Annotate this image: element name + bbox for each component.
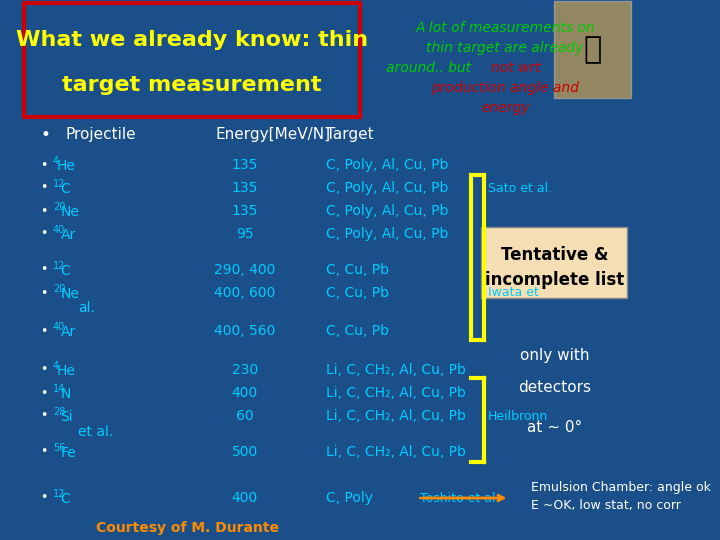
Text: Fe: Fe xyxy=(60,446,76,460)
FancyBboxPatch shape xyxy=(24,3,360,117)
Text: 290, 400: 290, 400 xyxy=(214,263,276,277)
Text: 230: 230 xyxy=(232,363,258,377)
Text: only with: only with xyxy=(520,348,590,363)
Text: 500: 500 xyxy=(232,445,258,459)
Text: around.. but: around.. but xyxy=(386,61,475,75)
Text: 95: 95 xyxy=(236,227,253,241)
Text: C, Poly: C, Poly xyxy=(326,491,373,505)
Text: Li, C, CH₂, Al, Cu, Pb: Li, C, CH₂, Al, Cu, Pb xyxy=(326,409,466,423)
Text: incomplete list: incomplete list xyxy=(485,271,624,289)
Text: •: • xyxy=(40,181,48,194)
Text: 40: 40 xyxy=(53,225,65,235)
Text: 12: 12 xyxy=(53,179,66,189)
Text: •: • xyxy=(40,409,48,422)
Text: energy: energy xyxy=(481,101,529,115)
Text: 14: 14 xyxy=(53,384,65,394)
Text: C: C xyxy=(60,182,71,196)
Text: Energy[MeV/N]: Energy[MeV/N] xyxy=(215,127,330,143)
Text: Target: Target xyxy=(326,127,374,143)
Text: 400: 400 xyxy=(232,386,258,400)
Text: A lot of measurements on: A lot of measurements on xyxy=(415,21,595,35)
Text: He: He xyxy=(57,159,76,173)
Text: 135: 135 xyxy=(232,158,258,172)
FancyBboxPatch shape xyxy=(554,1,631,98)
Text: C, Cu, Pb: C, Cu, Pb xyxy=(326,263,389,277)
Text: Li, C, CH₂, Al, Cu, Pb: Li, C, CH₂, Al, Cu, Pb xyxy=(326,445,466,459)
Text: C, Poly, Al, Cu, Pb: C, Poly, Al, Cu, Pb xyxy=(326,204,449,218)
Text: Sato et al.: Sato et al. xyxy=(488,181,552,194)
Text: •: • xyxy=(40,287,48,300)
Text: •: • xyxy=(40,446,48,458)
Text: •: • xyxy=(40,159,48,172)
Text: •: • xyxy=(40,387,48,400)
Text: •: • xyxy=(40,227,48,240)
Text: N: N xyxy=(60,387,71,401)
Text: C, Poly, Al, Cu, Pb: C, Poly, Al, Cu, Pb xyxy=(326,227,449,241)
Text: 56: 56 xyxy=(53,443,66,453)
Text: et al.: et al. xyxy=(78,425,114,439)
Text: 60: 60 xyxy=(236,409,253,423)
Text: 20: 20 xyxy=(53,202,66,212)
Text: •: • xyxy=(40,264,48,276)
Text: C, Poly, Al, Cu, Pb: C, Poly, Al, Cu, Pb xyxy=(326,181,449,195)
Text: What we already know: thin: What we already know: thin xyxy=(16,30,368,50)
Text: C, Poly, Al, Cu, Pb: C, Poly, Al, Cu, Pb xyxy=(326,158,449,172)
Text: production angle and: production angle and xyxy=(431,81,579,95)
Text: 135: 135 xyxy=(232,181,258,195)
Text: C: C xyxy=(60,264,71,278)
Text: Emulsion Chamber: angle ok: Emulsion Chamber: angle ok xyxy=(531,482,711,495)
Text: •: • xyxy=(40,126,50,144)
Text: 20: 20 xyxy=(53,284,66,294)
Text: 400: 400 xyxy=(232,491,258,505)
Text: Li, C, CH₂, Al, Cu, Pb: Li, C, CH₂, Al, Cu, Pb xyxy=(326,386,466,400)
Text: •: • xyxy=(40,325,48,338)
Text: Iwata et: Iwata et xyxy=(488,287,539,300)
Text: C, Cu, Pb: C, Cu, Pb xyxy=(326,324,389,338)
Text: at ~ 0°: at ~ 0° xyxy=(527,420,582,435)
Text: 🎨: 🎨 xyxy=(583,36,601,64)
Text: 12: 12 xyxy=(53,261,66,271)
Text: 400, 600: 400, 600 xyxy=(214,286,276,300)
Text: •: • xyxy=(40,205,48,218)
Text: detectors: detectors xyxy=(518,380,591,395)
Text: Li, C, CH₂, Al, Cu, Pb: Li, C, CH₂, Al, Cu, Pb xyxy=(326,363,466,377)
Text: E ~OK, low stat, no corr: E ~OK, low stat, no corr xyxy=(531,500,680,512)
Text: 40: 40 xyxy=(53,322,65,332)
Text: 400, 560: 400, 560 xyxy=(214,324,276,338)
Text: 4: 4 xyxy=(53,361,59,371)
Text: 135: 135 xyxy=(232,204,258,218)
Text: Projectile: Projectile xyxy=(66,127,136,143)
Text: Heilbronn: Heilbronn xyxy=(488,409,549,422)
Text: not wrt: not wrt xyxy=(492,61,541,75)
Text: Ne: Ne xyxy=(60,205,79,219)
Text: 28: 28 xyxy=(53,407,66,417)
Text: He: He xyxy=(57,364,76,378)
Text: Courtesy of M. Durante: Courtesy of M. Durante xyxy=(96,521,279,535)
Text: C, Cu, Pb: C, Cu, Pb xyxy=(326,286,389,300)
Text: target measurement: target measurement xyxy=(62,75,322,95)
Text: thin target are already: thin target are already xyxy=(426,41,584,55)
Text: Si: Si xyxy=(60,410,73,424)
Text: 4: 4 xyxy=(53,156,59,166)
Text: Toshito et al.: Toshito et al. xyxy=(420,491,499,504)
Text: al.: al. xyxy=(78,301,95,315)
Text: Ar: Ar xyxy=(60,228,76,242)
Text: 12: 12 xyxy=(53,489,66,499)
FancyBboxPatch shape xyxy=(481,227,627,298)
Text: Ar: Ar xyxy=(60,325,76,339)
Text: Tentative &: Tentative & xyxy=(501,246,608,264)
Text: •: • xyxy=(40,363,48,376)
Text: Ne: Ne xyxy=(60,287,79,301)
Text: C: C xyxy=(60,492,71,506)
Text: •: • xyxy=(40,491,48,504)
